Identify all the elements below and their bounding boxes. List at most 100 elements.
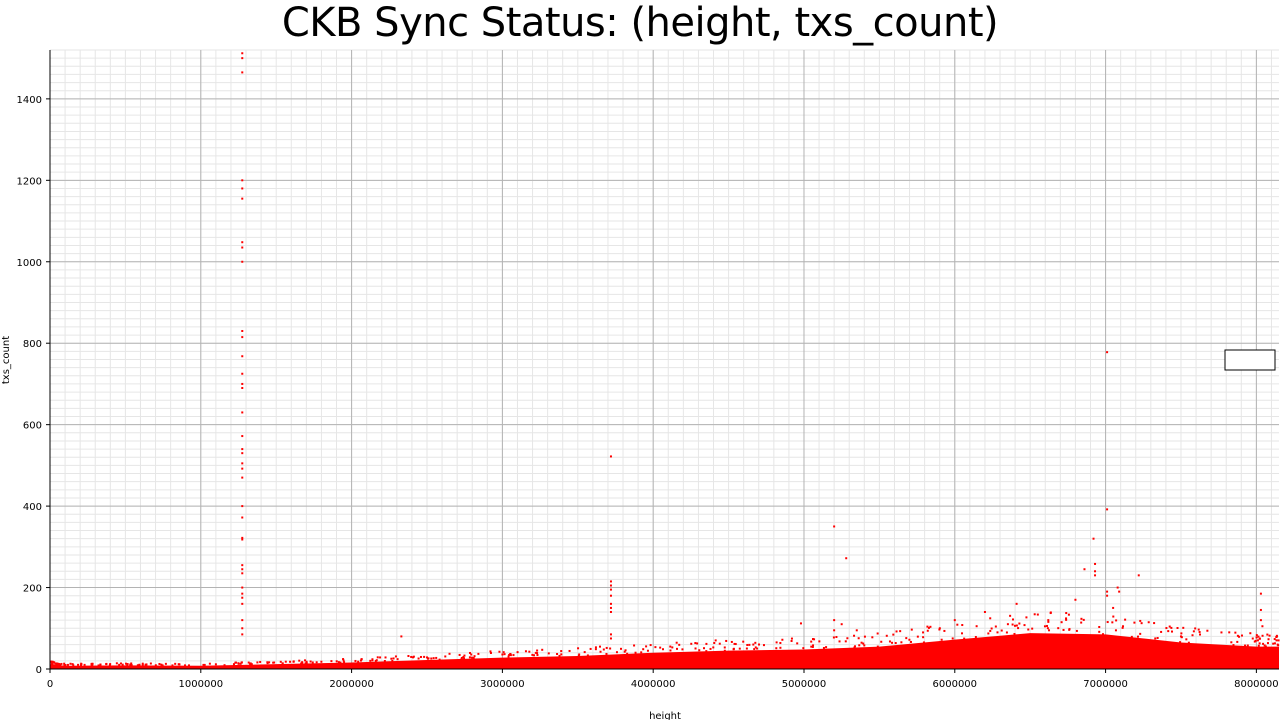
band-point <box>1147 621 1150 624</box>
band-point <box>996 631 999 634</box>
band-point <box>536 652 539 655</box>
band-point <box>247 661 250 664</box>
data-point <box>241 260 244 263</box>
band-point <box>742 640 745 643</box>
data-point <box>241 241 244 244</box>
data-point <box>241 592 244 595</box>
band-point <box>369 659 372 662</box>
band-point <box>745 647 748 650</box>
band-point <box>1139 619 1142 622</box>
data-point <box>1118 590 1121 593</box>
band-point <box>577 654 580 657</box>
band-point <box>1046 624 1049 627</box>
band-point <box>91 662 94 665</box>
band-point <box>586 654 589 657</box>
data-point <box>241 619 244 622</box>
band-point <box>927 626 930 629</box>
data-point <box>241 336 244 339</box>
band-point <box>498 650 501 653</box>
data-point <box>833 525 836 528</box>
band-point <box>427 657 430 660</box>
band-point <box>371 659 374 662</box>
band-point <box>609 647 612 650</box>
band-point <box>1130 635 1133 638</box>
band-point <box>835 635 838 638</box>
band-point <box>99 663 102 666</box>
band-point <box>1267 638 1270 641</box>
band-point <box>524 650 527 653</box>
band-point <box>578 653 581 656</box>
band-point <box>602 648 605 651</box>
data-point <box>1083 568 1086 571</box>
band-point <box>1251 637 1254 640</box>
band-point <box>51 663 54 666</box>
band-point <box>1005 631 1008 634</box>
data-point <box>241 382 244 385</box>
chart-title: CKB Sync Status: (height, txs_count) <box>281 0 999 46</box>
data-point <box>400 635 403 638</box>
data-point <box>609 602 612 605</box>
band-point <box>311 661 314 664</box>
band-point <box>292 660 295 663</box>
band-point <box>161 664 164 667</box>
band-point <box>473 655 476 658</box>
band-point <box>426 656 429 659</box>
band-point <box>1258 637 1261 640</box>
band-point <box>624 649 627 652</box>
band-point <box>1255 636 1258 639</box>
band-point <box>619 647 622 650</box>
band-point <box>1197 628 1200 631</box>
band-point <box>1273 642 1276 645</box>
x-tick-label: 4000000 <box>631 679 676 690</box>
band-point <box>1264 645 1267 648</box>
band-point <box>929 625 932 628</box>
band-point <box>556 653 559 656</box>
band-point <box>888 640 891 643</box>
band-point <box>1048 629 1051 632</box>
data-point <box>241 71 244 74</box>
band-point <box>899 630 902 633</box>
band-point <box>375 659 378 662</box>
band-point <box>1068 628 1071 631</box>
data-point <box>241 538 244 541</box>
band-point <box>712 646 715 649</box>
band-point <box>642 648 645 651</box>
data-point <box>241 602 244 605</box>
data-point <box>241 572 244 575</box>
y-tick-label: 400 <box>23 502 42 513</box>
band-point <box>54 662 57 665</box>
band-point <box>812 644 815 647</box>
band-point <box>860 641 863 644</box>
band-point <box>531 653 534 656</box>
band-point <box>634 651 637 654</box>
band-point <box>342 658 345 661</box>
band-point <box>460 657 463 660</box>
band-point <box>748 643 751 646</box>
band-point <box>1101 633 1104 636</box>
data-point <box>241 52 244 55</box>
band-point <box>1139 632 1142 635</box>
band-point <box>1140 622 1143 625</box>
band-point <box>1234 631 1237 634</box>
data-point <box>1015 602 1018 605</box>
band-point <box>1277 644 1280 647</box>
band-point <box>138 663 141 666</box>
band-point <box>818 640 821 643</box>
band-point <box>1206 629 1209 632</box>
band-point <box>59 663 62 666</box>
major-grid <box>49 50 1279 670</box>
band-point <box>109 663 112 666</box>
band-point <box>1075 629 1078 632</box>
band-point <box>1114 629 1117 632</box>
band-point <box>891 641 894 644</box>
band-point <box>1031 627 1034 630</box>
band-point <box>926 629 929 632</box>
band-point <box>1112 615 1115 618</box>
band-point <box>669 645 672 648</box>
band-point <box>1027 628 1030 631</box>
band-point <box>1255 634 1258 637</box>
band-point <box>430 657 433 660</box>
x-axis-ticks: 0 1000000 2000000 3000000 4000000 5000000 6000… <box>47 669 1279 690</box>
band-point <box>796 642 799 645</box>
band-point <box>589 647 592 650</box>
